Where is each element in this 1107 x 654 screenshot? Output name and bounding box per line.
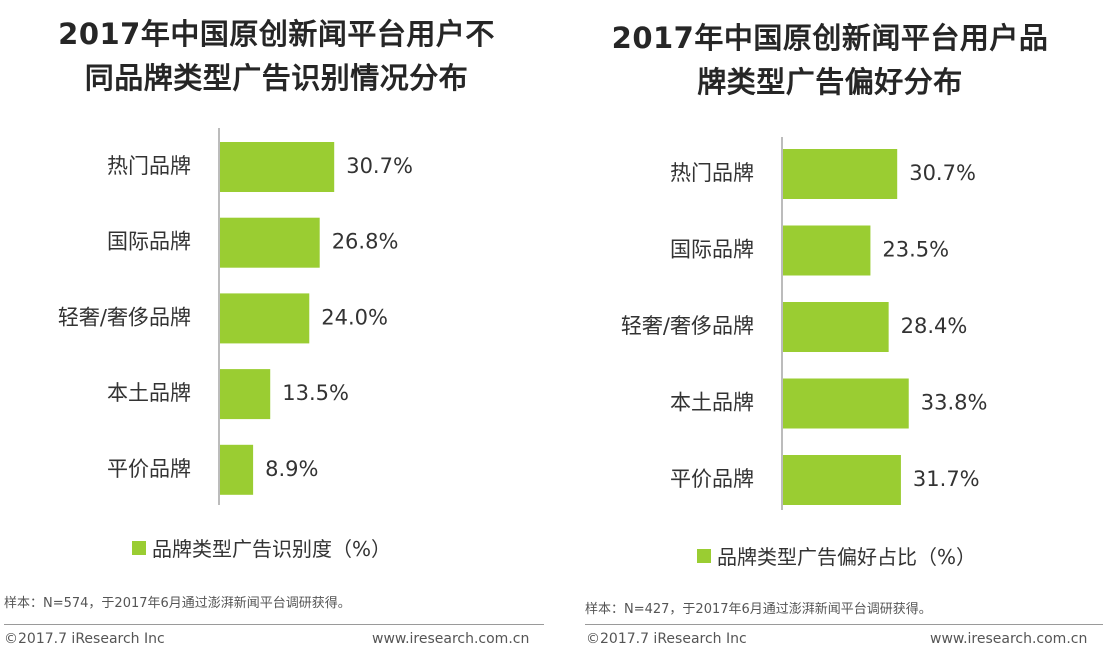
bar bbox=[220, 217, 320, 268]
bar bbox=[783, 225, 871, 276]
category-label: 本土品牌 bbox=[670, 391, 754, 415]
sample-note: 样本：N=574，于2017年6月通过澎湃新闻平台调研获得。 bbox=[4, 596, 351, 611]
bar bbox=[783, 149, 898, 199]
category-label: 国际品牌 bbox=[670, 238, 754, 262]
chart-title: 2017年中国原创新闻平台用户不 同品牌类型广告识别情况分布 bbox=[0, 12, 553, 100]
bar-chart-preference: 热门品牌 30.7% 国际品牌 23.5% 轻奢/奢侈品牌 28.4% 本土品牌 33.8% 平… bbox=[621, 137, 988, 510]
legend-swatch bbox=[132, 540, 146, 555]
data-label: 26.8% bbox=[332, 230, 399, 254]
data-label: 30.7% bbox=[909, 161, 976, 185]
chart-title: 2017年中国原创新闻平台用户品 牌类型广告偏好分布 bbox=[553, 16, 1107, 104]
legend-swatch bbox=[697, 548, 711, 563]
chart-panel-right: 2017年中国原创新闻平台用户品 牌类型广告偏好分布 热门品牌 30.7% 国际品牌… bbox=[553, 0, 1107, 654]
bar-chart-recognition: 热门品牌 30.7% 国际品牌 26.8% 轻奢/奢侈品牌 24.0% 本土品牌 13.5% 平… bbox=[58, 128, 413, 505]
legend: 品牌类型广告偏好占比（%） bbox=[697, 541, 976, 570]
legend-label: 品牌类型广告偏好占比（%） bbox=[717, 545, 977, 569]
category-label: 热门品牌 bbox=[107, 154, 191, 178]
footer-divider bbox=[4, 624, 544, 625]
legend: 品牌类型广告识别度（%） bbox=[132, 533, 391, 562]
data-label: 30.7% bbox=[346, 154, 413, 178]
chart-title-line-1: 2017年中国原创新闻平台用户品 bbox=[611, 21, 1049, 55]
category-label: 热门品牌 bbox=[670, 161, 754, 185]
data-label: 28.4% bbox=[901, 314, 968, 338]
legend-label: 品牌类型广告识别度（%） bbox=[152, 537, 392, 561]
bar bbox=[220, 293, 310, 344]
copyright-text: ©2017.7 iResearch Inc bbox=[586, 631, 747, 647]
chart-title-line-2: 同品牌类型广告识别情况分布 bbox=[84, 61, 469, 95]
data-label: 24.0% bbox=[321, 305, 388, 329]
category-label: 轻奢/奢侈品牌 bbox=[58, 305, 191, 329]
chart-panel-left: 2017年中国原创新闻平台用户不 同品牌类型广告识别情况分布 热门品牌 30.7%… bbox=[0, 0, 553, 654]
chart-title-line-1: 2017年中国原创新闻平台用户不 bbox=[58, 17, 495, 51]
bar bbox=[220, 369, 271, 420]
copyright-text: ©2017.7 iResearch Inc bbox=[4, 631, 165, 647]
category-label: 平价品牌 bbox=[670, 467, 754, 491]
data-label: 13.5% bbox=[282, 381, 349, 405]
website-text: www.iresearch.com.cn bbox=[372, 631, 530, 647]
category-label: 平价品牌 bbox=[107, 457, 191, 481]
data-label: 23.5% bbox=[882, 238, 949, 262]
category-label: 轻奢/奢侈品牌 bbox=[621, 314, 754, 338]
data-label: 8.9% bbox=[265, 457, 318, 481]
sample-note: 样本：N=427，于2017年6月通过澎湃新闻平台调研获得。 bbox=[585, 602, 932, 617]
website-text: www.iresearch.com.cn bbox=[930, 631, 1088, 647]
category-label: 国际品牌 bbox=[107, 230, 191, 254]
bar bbox=[783, 302, 889, 352]
category-label: 本土品牌 bbox=[107, 381, 191, 405]
bar bbox=[220, 142, 335, 192]
bar bbox=[783, 378, 909, 429]
data-label: 31.7% bbox=[913, 467, 980, 491]
chart-title-line-2: 牌类型广告偏好分布 bbox=[697, 65, 963, 99]
footer-divider bbox=[585, 624, 1103, 625]
data-label: 33.8% bbox=[921, 391, 988, 415]
bar bbox=[783, 455, 901, 505]
bar bbox=[220, 444, 254, 495]
